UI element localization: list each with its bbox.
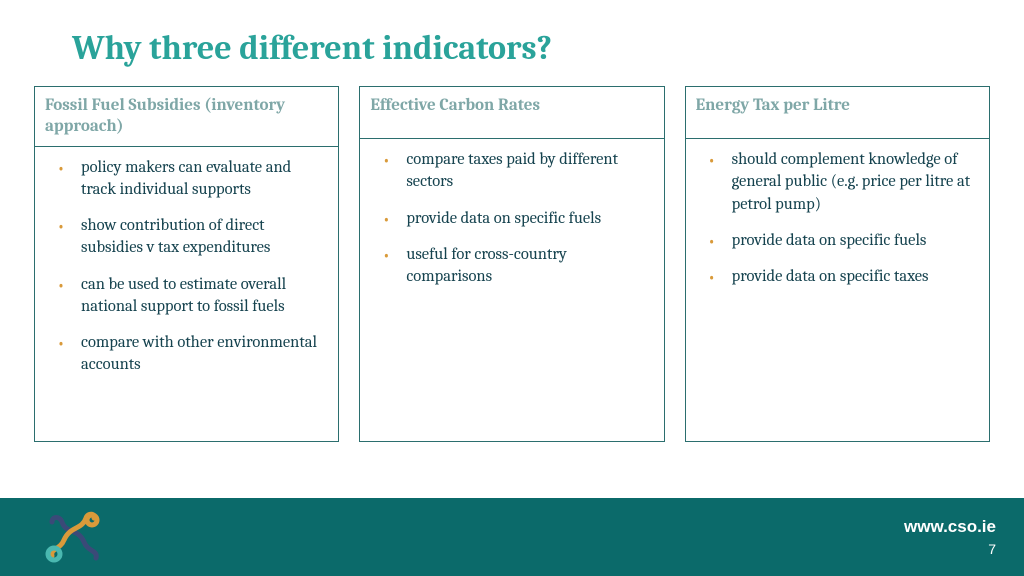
cso-logo-icon (44, 510, 104, 564)
columns-container: Fossil Fuel Subsidies (inventory approac… (0, 86, 1024, 442)
card-header: Fossil Fuel Subsidies (inventory approac… (35, 87, 338, 147)
list-item: can be used to estimate overall national… (49, 274, 326, 319)
card-header: Energy Tax per Litre (686, 87, 989, 139)
page-number: 7 (904, 541, 996, 557)
card-fossil-fuel-subsidies: Fossil Fuel Subsidies (inventory approac… (34, 86, 339, 442)
list-item: useful for cross-country comparisons (374, 244, 651, 289)
card-energy-tax-per-litre: Energy Tax per Litre should complement k… (685, 86, 990, 442)
list-item: compare with other environmental account… (49, 332, 326, 377)
list-item: provide data on specific fuels (700, 230, 977, 252)
card-header: Effective Carbon Rates (360, 87, 663, 139)
list-item: should complement knowledge of general p… (700, 149, 977, 216)
card-body: compare taxes paid by different sectors … (360, 139, 663, 312)
list-item: provide data on specific fuels (374, 208, 651, 230)
slide-title: Why three different indicators? (0, 0, 1024, 86)
list-item: provide data on specific taxes (700, 266, 977, 288)
footer-site-url: www.cso.ie (904, 517, 996, 537)
card-body: policy makers can evaluate and track ind… (35, 147, 338, 401)
card-body: should complement knowledge of general p… (686, 139, 989, 312)
list-item: compare taxes paid by different sectors (374, 149, 651, 194)
slide-footer: www.cso.ie 7 (0, 498, 1024, 576)
card-header-text: Fossil Fuel Subsidies (inventory approac… (45, 95, 328, 138)
list-item: policy makers can evaluate and track ind… (49, 157, 326, 202)
card-header-text: Energy Tax per Litre (696, 95, 850, 116)
list-item: show contribution of direct subsidies v … (49, 215, 326, 260)
footer-right: www.cso.ie 7 (904, 517, 996, 557)
card-header-text: Effective Carbon Rates (370, 95, 540, 116)
card-effective-carbon-rates: Effective Carbon Rates compare taxes pai… (359, 86, 664, 442)
